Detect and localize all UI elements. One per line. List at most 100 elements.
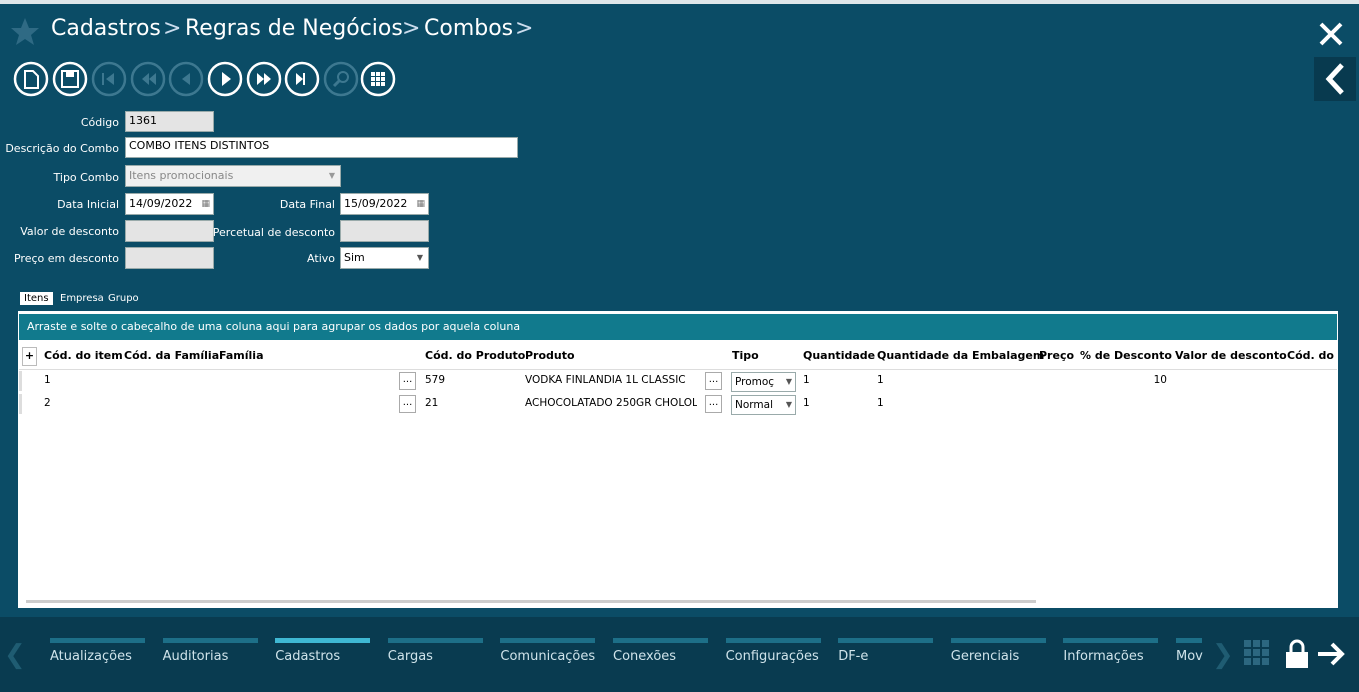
lookup-button[interactable]: ... <box>705 372 722 390</box>
column-header[interactable]: Quantidade <box>803 349 876 362</box>
label: Data Inicial <box>57 198 119 211</box>
label: Percetual de desconto <box>212 226 335 239</box>
breadcrumb-sep: > <box>515 16 534 41</box>
breadcrumb-sep: > <box>402 16 421 41</box>
breadcrumb-1[interactable]: Cadastros <box>51 16 161 41</box>
nav-indicator <box>613 638 708 643</box>
nav-item[interactable]: Cargas <box>387 649 433 664</box>
input-data-final[interactable]: 15/09/2022 ▦ <box>340 193 429 215</box>
row-indicator <box>19 394 22 414</box>
column-header[interactable]: Quantidade da Embalagem <box>877 349 1045 362</box>
grid-header <box>19 345 1337 370</box>
label: Preço em desconto <box>13 252 119 265</box>
nav-item[interactable]: Auditorias <box>162 649 229 664</box>
collapse-button[interactable] <box>1314 57 1356 101</box>
column-header[interactable]: Família <box>219 349 264 362</box>
breadcrumb-sep: > <box>163 16 182 41</box>
lookup-button[interactable]: ... <box>705 395 722 413</box>
scrollbar[interactable] <box>26 600 1036 603</box>
date-value: 14/09/2022 <box>129 197 193 210</box>
select-ativo[interactable]: Sim ▼ <box>340 247 429 269</box>
nav-item[interactable]: Configurações <box>725 649 819 664</box>
nav-indicator <box>162 638 258 643</box>
tab[interactable]: Grupo <box>108 293 139 304</box>
group-hint: Arraste e solte o cabeçalho de uma colun… <box>19 314 1337 340</box>
nav-item[interactable]: Mov <box>1176 649 1203 664</box>
lookup-button[interactable]: ... <box>399 372 416 390</box>
select-value: Sim <box>344 251 365 264</box>
cell: 2 <box>44 397 51 409</box>
cell: 1 <box>803 397 810 409</box>
nav-item[interactable]: Cadastros <box>275 649 341 664</box>
type-select[interactable]: Normal ▼ <box>731 395 796 415</box>
close-button[interactable] <box>1318 21 1344 47</box>
nav-indicator <box>1176 638 1202 643</box>
nav-indicator <box>50 638 145 643</box>
nav-item[interactable]: Gerenciais <box>950 649 1020 664</box>
column-header[interactable]: Cód. do item <box>44 349 123 362</box>
label: Código <box>80 116 119 129</box>
nav-prev[interactable]: ❮ <box>4 640 26 670</box>
nav-item[interactable]: DF-e <box>838 649 869 664</box>
tab[interactable]: Itens <box>20 292 53 305</box>
cell: ACHOCOLATADO 250GR CHOLOL <box>525 397 697 409</box>
nav-indicator <box>275 638 371 643</box>
column-header[interactable]: Produto <box>525 349 575 362</box>
input-percentual-desconto[interactable] <box>340 220 429 242</box>
cell: 10 <box>1153 374 1167 386</box>
cell: 1 <box>803 374 810 386</box>
column-header[interactable]: Preço <box>1039 349 1075 362</box>
column-header[interactable]: Cód. da Família <box>124 349 220 362</box>
column-header[interactable]: Cód. do P <box>1287 349 1338 362</box>
nav-item[interactable]: Atualizações <box>50 649 132 664</box>
nav-next[interactable]: ❯ <box>1212 640 1234 670</box>
label: Valor de desconto <box>20 225 119 238</box>
label: Data Final <box>279 198 335 211</box>
expand-button[interactable]: + <box>22 347 37 366</box>
type-select[interactable]: Promoç ▼ <box>731 372 796 392</box>
lock-button[interactable] <box>1284 638 1312 672</box>
nav-item[interactable]: Informações <box>1063 649 1144 664</box>
nav-indicator <box>500 638 596 643</box>
label: Descrição do Combo <box>5 142 119 155</box>
input-valor-desconto[interactable] <box>125 220 214 242</box>
apps-button[interactable] <box>1244 640 1276 670</box>
nav-item[interactable]: Conexões <box>613 649 677 664</box>
select-value: Normal <box>735 399 773 411</box>
row-indicator <box>19 371 22 391</box>
cell: 1 <box>877 374 884 386</box>
column-header[interactable]: % de Desconto <box>1080 349 1172 362</box>
nav-indicator <box>387 638 483 643</box>
select-value: Promoç <box>735 376 775 388</box>
label: Tipo Combo <box>53 171 119 184</box>
cell: 1 <box>44 374 51 386</box>
input-data-inicial[interactable]: 14/09/2022 ▦ <box>125 193 214 215</box>
breadcrumb-3[interactable]: Combos <box>424 16 514 41</box>
lookup-button[interactable]: ... <box>399 395 416 413</box>
select-tipo-combo[interactable]: Itens promocionais ▼ <box>125 165 341 187</box>
nav-item[interactable]: Comunicações <box>500 649 596 664</box>
cell: 579 <box>425 374 446 386</box>
input-descricao[interactable]: COMBO ITENS DISTINTOS <box>125 137 518 158</box>
cell: 21 <box>425 397 439 409</box>
column-header[interactable]: Cód. do Produto <box>425 349 526 362</box>
favorite-star[interactable] <box>10 17 40 47</box>
column-header[interactable]: Valor de desconto <box>1175 349 1287 362</box>
input-codigo[interactable]: 1361 <box>125 111 214 132</box>
select-value: Itens promocionais <box>129 169 234 182</box>
logout-button[interactable] <box>1316 640 1348 668</box>
nav-indicator <box>950 638 1046 643</box>
grid-panel <box>18 311 1338 608</box>
nav-indicator <box>1063 638 1159 643</box>
label: Ativo <box>307 252 335 265</box>
top-strip <box>0 0 1359 4</box>
column-header[interactable]: Tipo <box>732 349 759 362</box>
tab[interactable]: Empresa <box>60 293 104 304</box>
bottom-bar <box>0 617 1359 692</box>
breadcrumb-2[interactable]: Regras de Negócios <box>185 16 403 41</box>
cell: 1 <box>877 397 884 409</box>
cell: VODKA FINLANDIA 1L CLASSIC <box>525 374 686 386</box>
nav-indicator <box>725 638 821 643</box>
input-preco-desconto[interactable] <box>125 247 214 269</box>
